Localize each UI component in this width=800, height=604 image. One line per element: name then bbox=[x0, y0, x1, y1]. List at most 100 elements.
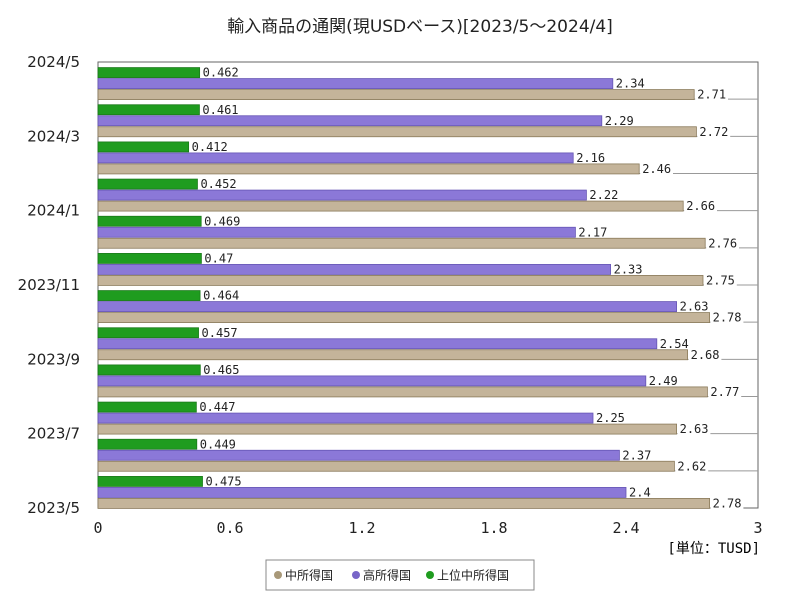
bar-high-income bbox=[97, 375, 647, 387]
data-label: 0.461 bbox=[202, 103, 238, 117]
bar-middle-income bbox=[97, 275, 704, 286]
bar-middle-income bbox=[97, 89, 695, 100]
data-label: 2.71 bbox=[697, 88, 726, 102]
bar-middle-income bbox=[97, 126, 697, 138]
legend-label: 中所得国 bbox=[285, 568, 333, 583]
data-label-bg bbox=[197, 436, 238, 452]
bar-middle-income bbox=[97, 312, 710, 323]
y-tick-label: 2023/11 bbox=[18, 276, 80, 294]
data-label-bg bbox=[202, 250, 236, 266]
bar-high-income bbox=[97, 189, 587, 201]
bar-upper-middle-income bbox=[97, 215, 202, 227]
unit-label: [単位：TUSD] bbox=[667, 541, 760, 557]
x-tick-label: 1.8 bbox=[480, 519, 507, 537]
x-tick-label: 2.4 bbox=[612, 519, 639, 537]
bar-upper-middle-income bbox=[97, 476, 203, 487]
data-label: 2.4 bbox=[629, 485, 651, 499]
y-tick-label: 2024/1 bbox=[27, 202, 80, 220]
data-label: 0.469 bbox=[204, 214, 240, 228]
data-label-bg bbox=[613, 75, 647, 91]
data-label: 0.464 bbox=[203, 289, 239, 303]
bar-middle-income bbox=[97, 163, 640, 175]
data-label-bg bbox=[203, 473, 244, 489]
data-label-bg bbox=[594, 410, 627, 426]
data-label: 0.452 bbox=[200, 177, 236, 191]
data-label-bg bbox=[620, 447, 654, 463]
bar-high-income bbox=[97, 264, 611, 275]
bar-high-income bbox=[97, 115, 603, 127]
data-label: 2.17 bbox=[578, 225, 607, 239]
x-tick-label: 1.2 bbox=[348, 519, 375, 537]
data-label-bg bbox=[201, 287, 242, 303]
data-label: 2.72 bbox=[699, 125, 728, 139]
y-tick-label: 2023/5 bbox=[27, 499, 80, 517]
data-label: 0.475 bbox=[206, 474, 242, 488]
y-tick-label: 2024/3 bbox=[27, 127, 80, 145]
legend bbox=[265, 559, 535, 591]
data-label: 2.33 bbox=[614, 262, 643, 276]
data-label-bg bbox=[200, 64, 241, 80]
data-label: 2.66 bbox=[686, 199, 715, 213]
bar-high-income bbox=[97, 487, 627, 498]
y-tick-label: 2023/9 bbox=[27, 350, 80, 368]
chart-title: 輸入商品の通関(現USDベース)[2023/5～2024/4] bbox=[227, 17, 613, 37]
bar-middle-income bbox=[97, 237, 706, 249]
data-label-bg bbox=[677, 421, 711, 437]
data-label-bg bbox=[201, 361, 242, 377]
data-label: 2.76 bbox=[708, 236, 737, 250]
legend-label: 上位中所得国 bbox=[437, 568, 509, 583]
data-label: 2.63 bbox=[680, 300, 709, 314]
bar-upper-middle-income bbox=[97, 67, 201, 78]
data-label-bg bbox=[695, 86, 728, 102]
bar-middle-income bbox=[97, 423, 677, 435]
data-label: 2.37 bbox=[622, 448, 651, 462]
bar-upper-middle-income bbox=[97, 327, 199, 339]
bar-upper-middle-income bbox=[97, 438, 198, 450]
data-label: 0.447 bbox=[199, 400, 235, 414]
data-label-bg bbox=[627, 484, 653, 500]
y-tick-label: 2024/5 bbox=[27, 53, 80, 71]
bar-middle-income bbox=[97, 200, 684, 212]
data-label-bg bbox=[602, 112, 636, 128]
data-label: 2.63 bbox=[680, 422, 709, 436]
data-label: 2.77 bbox=[710, 385, 739, 399]
data-label-bg bbox=[708, 383, 742, 399]
data-label: 2.16 bbox=[576, 151, 605, 165]
bar-high-income bbox=[97, 226, 576, 238]
data-label: 2.22 bbox=[589, 188, 618, 202]
bar-high-income bbox=[97, 412, 594, 424]
x-tick-label: 0.6 bbox=[216, 519, 243, 537]
data-label-bg bbox=[684, 198, 717, 214]
data-label: 2.78 bbox=[713, 496, 742, 510]
data-label: 2.78 bbox=[713, 311, 742, 325]
data-label: 0.462 bbox=[203, 66, 239, 80]
data-label: 2.29 bbox=[605, 114, 634, 128]
data-label: 2.34 bbox=[616, 77, 645, 91]
x-tick-label: 0 bbox=[93, 519, 102, 537]
data-label-bg bbox=[640, 160, 673, 176]
data-label: 0.465 bbox=[203, 363, 239, 377]
data-label: 0.457 bbox=[202, 326, 238, 340]
data-label: 2.62 bbox=[677, 459, 706, 473]
bar-high-income bbox=[97, 449, 620, 461]
bar-high-income bbox=[97, 78, 614, 89]
bar-upper-middle-income bbox=[97, 290, 201, 301]
bar-middle-income bbox=[97, 498, 710, 509]
legend-marker bbox=[426, 571, 434, 579]
data-label: 2.68 bbox=[691, 348, 720, 362]
data-label-bg bbox=[697, 123, 731, 139]
bar-middle-income bbox=[97, 386, 708, 398]
data-label-bg bbox=[574, 149, 607, 165]
bar-upper-middle-income bbox=[97, 104, 200, 116]
bar-upper-middle-income bbox=[97, 401, 197, 413]
bar-middle-income bbox=[97, 349, 688, 361]
data-label: 2.49 bbox=[649, 374, 678, 388]
data-label-bg bbox=[710, 309, 744, 325]
bar-upper-middle-income bbox=[97, 178, 198, 190]
data-label-bg bbox=[688, 346, 722, 362]
data-label-bg bbox=[199, 324, 240, 340]
data-label: 2.54 bbox=[660, 337, 689, 351]
data-label-bg bbox=[657, 335, 691, 351]
